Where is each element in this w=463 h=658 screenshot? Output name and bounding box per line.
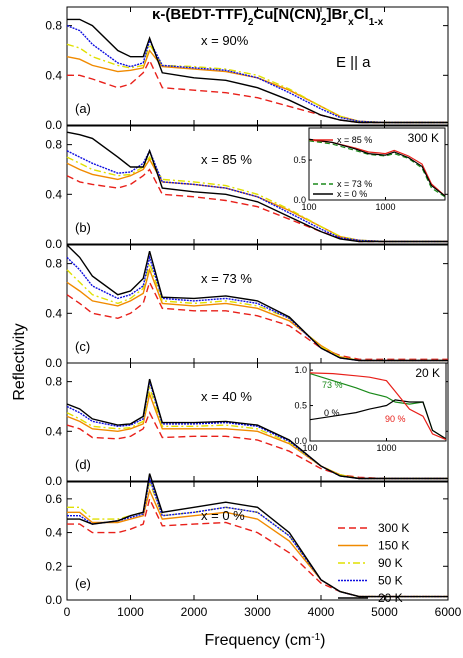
inset-title: 20 K [415, 366, 440, 380]
legend-label: 150 K [378, 539, 409, 553]
inset-x-tick-label: 1000 [375, 202, 395, 212]
x-tick-label: 0 [64, 605, 71, 619]
legend-label: 20 K [378, 591, 403, 605]
panel-d: 0.0 0.4 0.8 (d) x = 40 % [45, 362, 449, 488]
doping-label: x = 73 % [201, 271, 252, 286]
panel-tag: (d) [75, 457, 91, 472]
doping-label: x = 85 % [201, 152, 252, 167]
y-tick-label: 0.0 [45, 237, 62, 251]
polarization-label: E || a [336, 54, 371, 71]
inset-y-tick-label: 0.0 [293, 195, 306, 205]
y-tick-label: 0.6 [45, 492, 62, 506]
x-axis-label: Frequency (cm-1) [205, 632, 326, 650]
series-line-90k [66, 42, 448, 124]
inset-x-tick-label: 100 [302, 443, 317, 453]
series-line-50k [66, 254, 448, 362]
legend-label: 300 K [378, 521, 409, 535]
series-line-300k [66, 168, 448, 243]
series-line-300k [67, 496, 448, 598]
inset-legend-label: x = 73 % [337, 179, 372, 189]
series-line-20k [66, 244, 448, 362]
y-tick-label: 0.2 [45, 559, 62, 573]
panel-tag: (b) [75, 220, 91, 235]
inset-y-tick-label: 0.0 [294, 436, 307, 446]
y-tick-label: 0.0 [45, 118, 62, 132]
inset-x-tick-label: 100 [301, 202, 316, 212]
doping-label: x = 0 % [201, 508, 245, 523]
y-axis-label: Reflectivity [11, 323, 28, 400]
series-line-90k [66, 261, 448, 362]
inset-series-label: 90 % [385, 414, 406, 424]
y-tick-label: 0.0 [45, 474, 62, 488]
x-tick-label: 2000 [181, 605, 208, 619]
series-line-300k [66, 280, 448, 360]
inset-series-line [308, 140, 446, 198]
x-tick-label: 3000 [244, 605, 271, 619]
inset-series-line [309, 372, 447, 441]
inset-series-line [308, 138, 446, 197]
inset-300K: 0.0 0.5 100 1000 300 K x = 85 % x = 73 %x = 0 … [293, 127, 446, 212]
y-tick-label: 0.4 [45, 68, 62, 82]
series-line-50k [66, 149, 448, 243]
y-tick-label: 0.0 [45, 593, 62, 607]
legend-label: 90 K [378, 556, 403, 570]
inset-series-label: 73 % [322, 380, 343, 390]
inset-x-tick-label: 1000 [376, 443, 396, 453]
y-tick-label: 0.4 [45, 526, 62, 540]
inset-y-tick-label: 0.5 [294, 401, 307, 411]
doping-label: x = 90% [201, 33, 249, 48]
legend-label: 50 K [378, 574, 403, 588]
series-line-20k [67, 473, 448, 598]
x-tick-label: 5000 [371, 605, 398, 619]
doping-label: x = 40 % [201, 389, 252, 404]
series-line-20k [66, 131, 448, 243]
x-tick-label: 4000 [308, 605, 335, 619]
y-tick-label: 0.8 [45, 138, 62, 152]
panel-b: 0.0 0.4 0.8 (b) x = 85 % [45, 125, 449, 251]
inset-series-line [309, 399, 447, 440]
panels-layer: 0.00.40.8(a)x = 90%0.00.40.8(b)x = 85 %0… [45, 6, 462, 619]
panel-c: 0.0 0.4 0.8 (c) x = 73 % [45, 244, 449, 370]
y-tick-label: 0.4 [45, 187, 62, 201]
inset-legend-label: x = 85 % [337, 135, 372, 145]
inset-legend-label: x = 0 % [337, 189, 367, 199]
y-tick-label: 0.8 [45, 257, 62, 271]
y-tick-label: 0.8 [45, 375, 62, 389]
panel-e: 0.0 0.2 0.4 0.6 (e) x = 0 % [45, 473, 449, 607]
panel-tag: (e) [75, 576, 91, 591]
series-line-50k [66, 24, 448, 124]
inset-title: 300 K [408, 131, 439, 145]
inset-y-tick-label: 0.5 [293, 155, 306, 165]
inset-series-label: 0 % [324, 408, 340, 418]
y-tick-label: 0.4 [45, 306, 62, 320]
inset-20K: 0.0 0.5 1.0 100 1000 20 K 73 % 0 % 90 % [294, 362, 447, 453]
panel-a: 0.0 0.4 0.8 (a) x = 90% [45, 6, 449, 132]
y-tick-label: 0.4 [45, 424, 62, 438]
y-tick-label: 0.8 [45, 19, 62, 33]
figure-title: κ-(BEDT-TTF)2Cu[N(CN)2]BrxCl1-x [152, 6, 384, 28]
panel-tag: (c) [75, 339, 90, 354]
x-tick-label: 1000 [117, 605, 144, 619]
series-line-20k [67, 18, 448, 124]
series-line-300k [66, 411, 448, 480]
series-line-20k [66, 378, 448, 480]
series-line-50k [66, 381, 448, 480]
inset-y-tick-label: 1.0 [294, 365, 307, 375]
legend: 300 K 150 K 90 K 50 K 20 K [338, 521, 409, 605]
panel-tag: (a) [75, 101, 91, 116]
y-tick-label: 0.0 [45, 356, 62, 370]
x-tick-label: 6000 [435, 605, 462, 619]
series-line-300k [67, 58, 448, 124]
